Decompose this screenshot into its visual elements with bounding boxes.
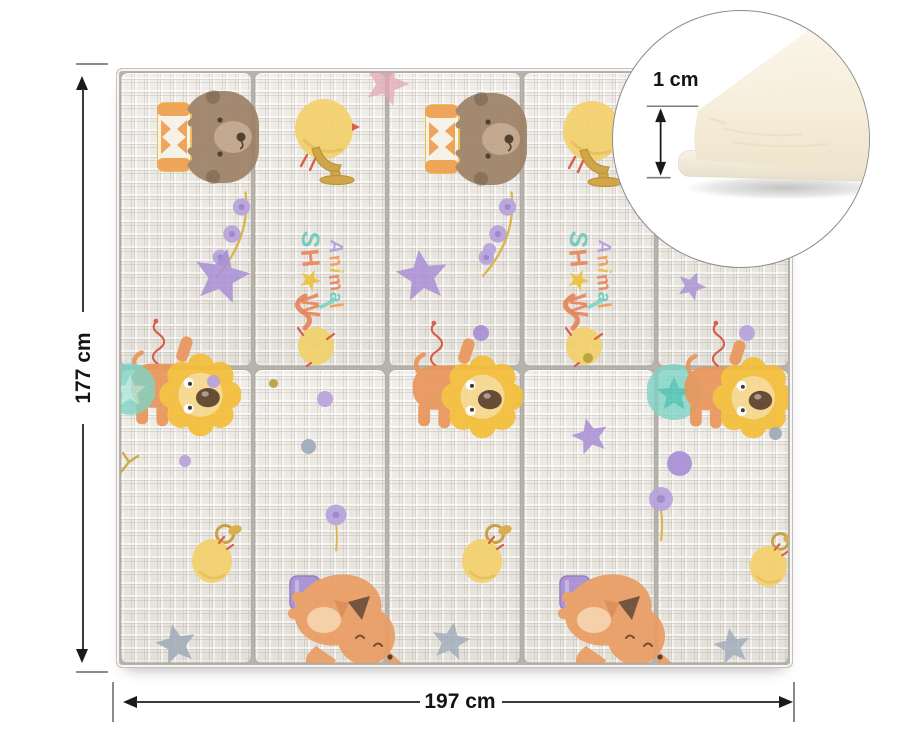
thickness-inset-circle: 1 cm: [612, 10, 870, 268]
arrow-up-icon: [655, 108, 667, 123]
arrow-down-icon: [655, 161, 667, 176]
mat-panel: [121, 370, 252, 663]
mat-panel: [523, 370, 654, 663]
mat-panel: [255, 73, 386, 366]
mat-panel: [389, 73, 520, 366]
arrow-left-icon: [123, 695, 137, 708]
height-label: 177 cm: [72, 332, 95, 404]
mat-top-surface: [698, 11, 869, 111]
height-line-upper: [82, 89, 84, 312]
width-tick-right: [793, 682, 795, 722]
width-line-left: [136, 701, 420, 703]
arrow-down-icon: [76, 649, 88, 663]
mat-panel: [121, 73, 252, 366]
mat-panel: [657, 370, 788, 663]
arrow-up-icon: [76, 76, 88, 90]
thickness-label: 1 cm: [653, 69, 699, 91]
photo-ground-shadow: [684, 175, 869, 200]
height-tick-top: [76, 63, 108, 65]
height-tick-bottom: [76, 671, 108, 673]
mat-foam-edge: [694, 65, 869, 174]
height-line-lower: [82, 424, 84, 650]
thickness-dimension: [646, 105, 699, 179]
mat-edge-photo: [678, 11, 869, 200]
width-tick-left: [112, 682, 114, 722]
arrow-right-icon: [779, 695, 793, 708]
mat-panel: [389, 370, 520, 663]
mat-panel: [255, 370, 386, 663]
width-line-right: [502, 701, 780, 703]
width-label: 197 cm: [424, 690, 496, 713]
